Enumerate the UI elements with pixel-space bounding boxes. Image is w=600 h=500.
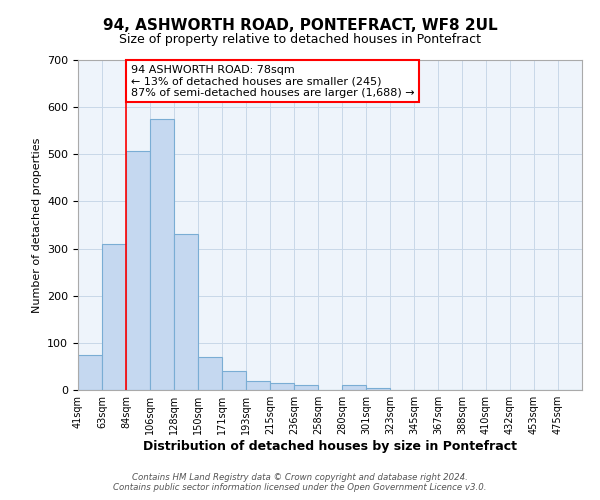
Bar <box>198 357 222 390</box>
Bar <box>78 354 102 390</box>
Bar <box>174 234 198 390</box>
Bar <box>294 386 318 390</box>
Text: 94, ASHWORTH ROAD, PONTEFRACT, WF8 2UL: 94, ASHWORTH ROAD, PONTEFRACT, WF8 2UL <box>103 18 497 32</box>
Bar <box>126 151 150 390</box>
Text: Size of property relative to detached houses in Pontefract: Size of property relative to detached ho… <box>119 32 481 46</box>
Bar <box>342 386 366 390</box>
Y-axis label: Number of detached properties: Number of detached properties <box>32 138 41 312</box>
Bar <box>270 383 294 390</box>
Bar <box>246 380 270 390</box>
Bar <box>150 119 174 390</box>
Bar <box>366 388 390 390</box>
Text: Contains HM Land Registry data © Crown copyright and database right 2024.
Contai: Contains HM Land Registry data © Crown c… <box>113 473 487 492</box>
Bar <box>102 244 126 390</box>
Text: 94 ASHWORTH ROAD: 78sqm
← 13% of detached houses are smaller (245)
87% of semi-d: 94 ASHWORTH ROAD: 78sqm ← 13% of detache… <box>131 64 415 98</box>
Bar <box>222 371 246 390</box>
X-axis label: Distribution of detached houses by size in Pontefract: Distribution of detached houses by size … <box>143 440 517 453</box>
